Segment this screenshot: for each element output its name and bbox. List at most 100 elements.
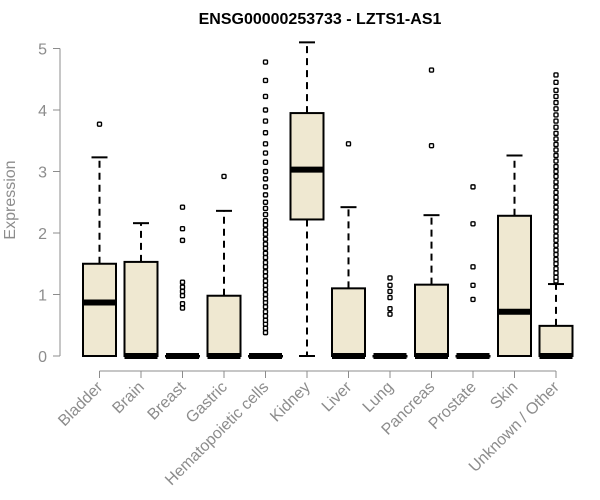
outlier-point (553, 242, 559, 249)
outlier-point (262, 309, 269, 315)
x-tick-label: Liver (319, 378, 356, 415)
x-tick-label: Lung (360, 379, 397, 416)
box-prostate (455, 184, 491, 359)
box-iqr (289, 112, 325, 221)
outlier-point (387, 282, 393, 288)
outlier-point (262, 93, 269, 100)
outlier-point (553, 274, 559, 280)
outlier-point (262, 130, 269, 136)
outlier-point (262, 199, 269, 205)
outlier-point (553, 168, 559, 175)
outlier-point (470, 184, 476, 190)
outlier-point (387, 294, 393, 301)
outlier-point (179, 279, 186, 285)
outlier-point (262, 264, 269, 270)
outlier-point (262, 205, 269, 212)
outlier-point (470, 221, 476, 227)
outlier-point (553, 136, 559, 142)
outlier-point (262, 296, 269, 302)
x-tick-label: Kidney (267, 379, 314, 426)
outlier-point (262, 241, 269, 247)
outlier-point (553, 173, 559, 180)
outlier-point (553, 79, 559, 86)
outlier-point (262, 150, 269, 156)
box-gastric (206, 173, 242, 359)
outlier-point (262, 118, 269, 124)
outlier-point (553, 199, 559, 205)
outlier-point (262, 184, 269, 190)
outlier-point (387, 275, 393, 281)
outlier-point (553, 204, 559, 210)
outlier-point (345, 141, 352, 147)
outlier-point (553, 251, 559, 258)
box-bladder (82, 121, 117, 357)
outlier-point (179, 301, 186, 307)
y-tick-label: 5 (38, 42, 47, 59)
outlier-point (553, 233, 559, 239)
outlier-point (262, 269, 269, 275)
outlier-point (262, 245, 269, 252)
outlier-point (553, 158, 559, 164)
outlier-point (262, 304, 269, 310)
box-breast (165, 204, 200, 359)
outlier-point (553, 152, 559, 159)
y-tick-label: 0 (38, 349, 47, 366)
box-brain (123, 222, 159, 359)
outlier-point (387, 305, 393, 312)
outlier-point (553, 124, 559, 130)
outlier-point (553, 224, 559, 230)
outlier-point (553, 163, 559, 170)
outlier-point (428, 67, 435, 73)
box-kidney (289, 41, 325, 357)
outlier-point (262, 141, 269, 147)
outlier-point (553, 106, 559, 112)
outlier-point (262, 273, 269, 279)
outlier-point (262, 259, 269, 266)
y-tick-label: 3 (38, 165, 47, 182)
box-pancreas (414, 67, 449, 359)
x-tick-label: Bladder (55, 378, 106, 429)
y-tick-label: 1 (38, 288, 47, 305)
outlier-point (553, 99, 559, 106)
outlier-point (262, 217, 269, 224)
y-tick-label: 2 (38, 226, 47, 243)
outlier-point (553, 184, 559, 190)
outlier-point (553, 72, 559, 78)
outlier-point (179, 225, 186, 232)
box-lung (372, 275, 408, 359)
outlier-point (262, 286, 269, 293)
outlier-point (387, 311, 393, 317)
outlier-point (553, 194, 559, 201)
outlier-point (262, 278, 269, 284)
outlier-point (553, 130, 559, 137)
outlier-point (262, 313, 269, 319)
outlier-point (553, 141, 559, 148)
chart-title: ENSG00000253733 - LZTS1-AS1 (199, 11, 442, 28)
y-axis: 0 1 2 3 4 5 (38, 42, 61, 366)
outlier-point (553, 179, 559, 185)
outlier-point (553, 209, 559, 215)
outlier-point (262, 282, 269, 288)
x-tick-label: Breast (145, 378, 190, 423)
outlier-point (262, 107, 269, 113)
outlier-point (262, 227, 269, 233)
box-liver (331, 141, 366, 359)
outlier-point (262, 59, 269, 65)
outlier-point (553, 112, 559, 118)
outlier-point (553, 147, 559, 153)
box-iqr (538, 324, 574, 357)
outlier-point (470, 282, 476, 288)
boxes-group (82, 41, 574, 359)
outlier-point (553, 256, 559, 263)
outlier-point (262, 77, 269, 84)
outlier-point (262, 291, 269, 298)
outlier-point (553, 261, 559, 267)
x-tick-label: Brain (109, 379, 147, 417)
outlier-point (553, 247, 559, 253)
outlier-point (553, 118, 559, 124)
outlier-point (262, 159, 269, 165)
outlier-point (262, 250, 269, 256)
outlier-point (553, 237, 559, 244)
outlier-point (262, 168, 269, 175)
outlier-point (553, 265, 559, 272)
